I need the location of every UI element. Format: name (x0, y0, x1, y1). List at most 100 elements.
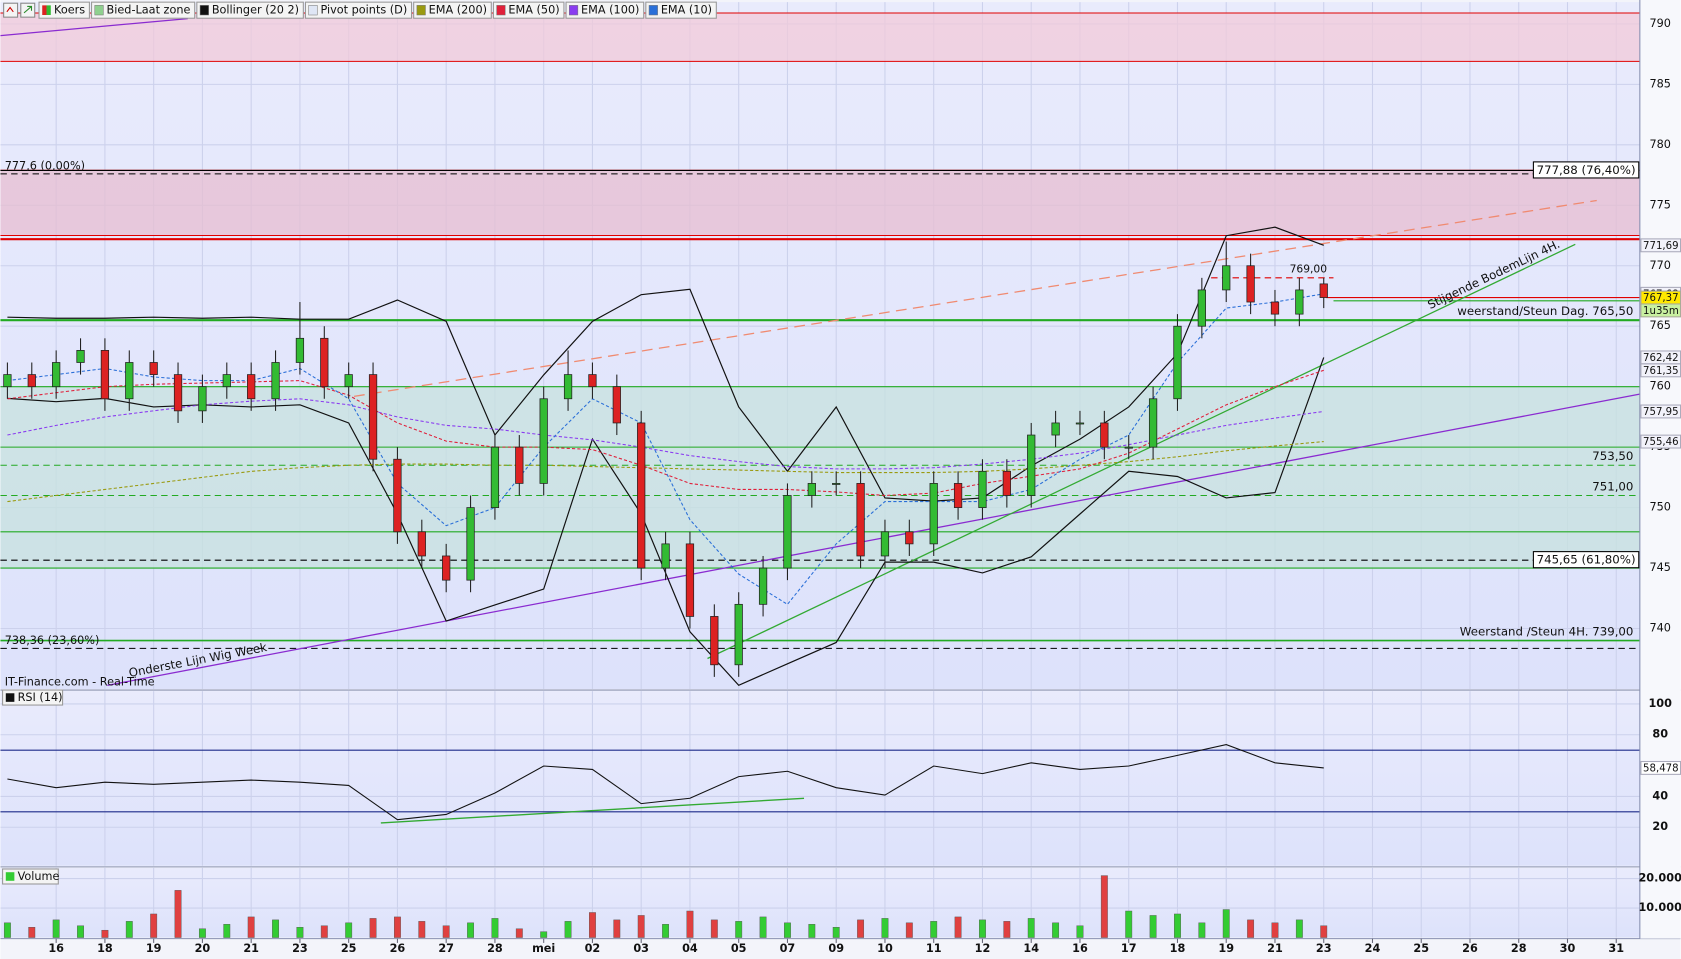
candle-body (1002, 470, 1011, 496)
legend-label: Bied-Laat zone (107, 4, 191, 17)
volume-bar (345, 922, 353, 938)
x-tick-label: 18 (97, 942, 113, 955)
y-tick-label: 20.000 (1638, 872, 1681, 885)
volume-bar (1174, 913, 1181, 938)
candle-body (978, 470, 987, 508)
volume-bar (515, 928, 523, 938)
end-label: 757,95 (1643, 407, 1679, 418)
x-tick-label: 21 (1267, 942, 1283, 955)
candle-body (368, 374, 378, 460)
x-tick-label: 09 (828, 942, 844, 955)
candle-body (198, 386, 207, 412)
volume-bar (247, 916, 255, 938)
volume-bar (1295, 919, 1303, 938)
y-tick-label: 770 (1649, 259, 1670, 272)
candle-body (1051, 422, 1060, 436)
x-tick-label: 26 (1462, 942, 1478, 955)
candle-body (1197, 289, 1206, 327)
x-tick-label: mei (532, 942, 555, 955)
x-tick-label: 05 (731, 942, 747, 955)
legend-item[interactable] (645, 1, 717, 19)
volume-bar (637, 915, 645, 938)
candle-body (1148, 398, 1158, 448)
zone (0, 170, 1640, 236)
x-tick-label: 03 (633, 942, 649, 955)
candle-body (807, 483, 816, 496)
x-tick-label: 25 (1413, 942, 1429, 955)
legend-item[interactable] (196, 1, 304, 19)
candle-body (905, 531, 914, 545)
x-tick-label: 17 (1121, 942, 1137, 955)
level-label: 769,00 (1290, 262, 1328, 275)
x-tick-label: 24 (1365, 942, 1381, 955)
volume-bar (296, 927, 304, 938)
volume-swatch (5, 872, 15, 881)
x-tick-label: 21 (243, 942, 259, 955)
y-tick-label: 785 (1649, 77, 1670, 90)
volume-bar (101, 929, 109, 938)
volume-bar (3, 922, 11, 938)
volume-bar (223, 924, 231, 938)
candle-body (27, 374, 36, 388)
volume-bar (1271, 922, 1279, 938)
volume-bar (418, 921, 426, 938)
volume-bar (784, 922, 791, 938)
x-tick-label: 16 (48, 942, 64, 955)
candle-body (612, 386, 621, 424)
candle-body (661, 543, 670, 569)
legend-swatch (308, 5, 318, 16)
candle-body (515, 446, 524, 484)
volume-bar (759, 916, 767, 938)
candle-body (1319, 283, 1328, 298)
x-tick-label: 27 (438, 942, 454, 955)
candle-body (173, 374, 183, 412)
candle-body (393, 458, 402, 533)
candle-body (637, 422, 646, 569)
volume-bar (491, 918, 499, 938)
rsi-swatch (5, 693, 15, 702)
x-tick-label: 23 (1316, 942, 1332, 955)
legend-item[interactable] (413, 1, 492, 19)
y-tick-label: 780 (1649, 138, 1670, 151)
candle-body (1100, 422, 1109, 448)
volume-bar (442, 925, 450, 938)
level-label: 777,88 (76,40%) (1537, 163, 1636, 177)
volume-bar (320, 925, 328, 938)
zoom-icon (23, 5, 33, 14)
candle-body (685, 543, 695, 617)
legend-label: Koers (54, 4, 85, 17)
legend-item[interactable] (565, 1, 645, 19)
volume-bar (1125, 910, 1133, 938)
legend-label: EMA (10) (661, 4, 712, 17)
level-label: 753,50 (1592, 449, 1633, 463)
candle-body (442, 555, 451, 581)
levels (0, 169, 1640, 813)
volume-bar (930, 921, 938, 938)
legend-item[interactable] (304, 1, 413, 19)
x-tick-label: 10 (877, 942, 893, 955)
rsi-title-box (2, 689, 64, 706)
candle-body (880, 531, 890, 557)
candle-body (490, 446, 500, 508)
y-tick-label: 80 (1652, 728, 1668, 741)
legend-item[interactable] (38, 1, 90, 19)
x-tick-label: 30 (1560, 942, 1576, 955)
candle-body (783, 495, 792, 569)
legend-item[interactable] (91, 1, 196, 19)
candle-body (417, 531, 426, 557)
volume-bar (735, 921, 743, 938)
x-tick-label: 28 (487, 942, 503, 955)
volume-bar (979, 919, 986, 938)
menu-button[interactable] (3, 2, 19, 18)
ema-line (7, 441, 1324, 503)
candle-body (247, 374, 256, 400)
volume-bar (1222, 909, 1230, 938)
x-tick-label: 07 (780, 942, 796, 955)
x-tick-label: 26 (390, 942, 406, 955)
volume-bar (905, 922, 913, 938)
candle-body (539, 398, 548, 484)
legend-item[interactable] (492, 1, 565, 19)
legend-swatch (416, 5, 426, 16)
x-tick-label: 23 (292, 942, 308, 955)
